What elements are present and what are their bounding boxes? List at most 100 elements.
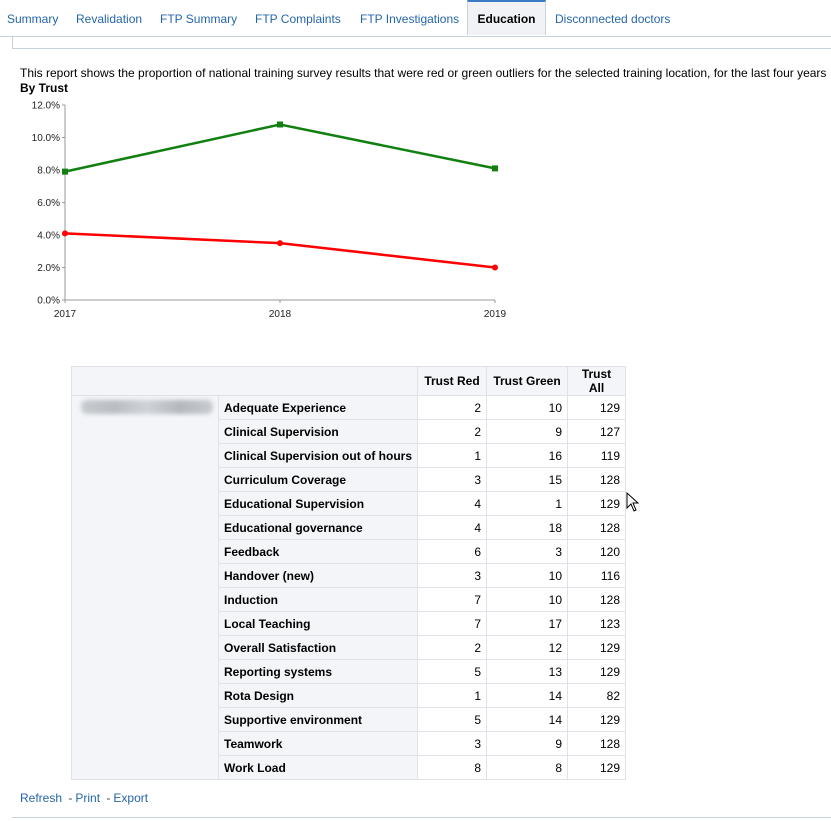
cell-trust-green: 16 (486, 443, 569, 468)
cell-trust-all: 119 (567, 443, 627, 468)
row-label: Rota Design (217, 683, 419, 708)
export-link[interactable]: Export (113, 791, 149, 805)
refresh-link[interactable]: Refresh (20, 791, 63, 805)
cell-trust-green: 12 (486, 635, 569, 660)
cell-trust-green: 17 (486, 611, 569, 636)
cell-trust-all: 123 (567, 611, 627, 636)
cell-trust-red: 2 (417, 635, 488, 660)
report-links: Refresh - Print - Export (20, 791, 148, 805)
table-row: Clinical Supervision out of hours 1 16 119 (72, 443, 627, 468)
tab-ftp-summary[interactable]: FTP Summary (160, 12, 238, 26)
cell-trust-green: 13 (486, 659, 569, 684)
series-0-point (277, 121, 283, 128)
row-label: Induction (217, 587, 419, 612)
cell-trust-green: 15 (486, 467, 569, 492)
table-corner-cell (70, 366, 419, 396)
table-row: Clinical Supervision 2 9 127 (72, 419, 627, 444)
table-row: Local Teaching 7 17 123 (72, 611, 627, 636)
y-tick-label: 8.0% (37, 166, 60, 177)
table-row: Supportive environment 5 14 129 (72, 707, 627, 732)
cell-trust-green: 3 (486, 539, 569, 564)
cell-trust-all: 129 (567, 395, 627, 420)
cell-trust-red: 6 (417, 539, 488, 564)
tab-summary[interactable]: Summary (7, 12, 59, 26)
tab-ftp-complaints[interactable]: FTP Complaints (255, 12, 341, 26)
x-tick-label: 2019 (484, 309, 507, 320)
cell-trust-red: 7 (417, 587, 488, 612)
cell-trust-red: 1 (417, 683, 488, 708)
link-separator: - (106, 791, 111, 805)
cell-trust-red: 2 (417, 419, 488, 444)
mouse-cursor-icon (626, 492, 640, 512)
print-link[interactable]: Print (75, 791, 101, 805)
table-row: Teamwork 3 9 128 (72, 731, 627, 756)
cell-trust-all: 128 (567, 467, 627, 492)
cell-trust-red: 7 (417, 611, 488, 636)
content-border-left (12, 36, 13, 49)
row-label: Handover (new) (217, 563, 419, 588)
cell-trust-red: 4 (417, 515, 488, 540)
cell-trust-green: 14 (486, 707, 569, 732)
outlier-pivot-table: Trust Red Trust Green Trust All Adequate… (70, 366, 627, 780)
y-tick-label: 10.0% (32, 133, 60, 144)
content-border-bottom (12, 817, 831, 818)
table-row: Induction 7 10 128 (72, 587, 627, 612)
cell-trust-green: 1 (486, 491, 569, 516)
trust-name-redacted (71, 395, 219, 780)
cell-trust-all: 129 (567, 707, 627, 732)
tab-disconnected-doctors[interactable]: Disconnected doctors (555, 12, 671, 26)
cell-trust-red: 8 (417, 755, 488, 780)
tab-bar: Summary Revalidation FTP Summary FTP Com… (0, 0, 831, 37)
tab-revalidation[interactable]: Revalidation (76, 12, 143, 26)
row-label: Educational Supervision (217, 491, 419, 516)
row-label: Overall Satisfaction (217, 635, 419, 660)
tab-education[interactable]: Education (467, 0, 546, 35)
cell-trust-all: 82 (567, 683, 627, 708)
cell-trust-red: 4 (417, 491, 488, 516)
row-label: Reporting systems (217, 659, 419, 684)
cell-trust-red: 3 (417, 731, 488, 756)
cell-trust-red: 5 (417, 659, 488, 684)
row-label: Clinical Supervision (217, 419, 419, 444)
cell-trust-red: 3 (417, 563, 488, 588)
cell-trust-all: 129 (567, 491, 627, 516)
column-header-trust-red: Trust Red (417, 366, 488, 396)
row-label: Teamwork (217, 731, 419, 756)
tab-ftp-investigations[interactable]: FTP Investigations (360, 12, 460, 26)
row-label: Adequate Experience (217, 395, 419, 420)
series-1-point (277, 240, 283, 247)
cell-trust-all: 128 (567, 515, 627, 540)
cell-trust-green: 9 (486, 419, 569, 444)
table-row: Work Load 8 8 129 (72, 755, 627, 780)
content-border-top (12, 48, 831, 49)
column-header-trust-green: Trust Green (486, 366, 569, 396)
row-label: Curriculum Coverage (217, 467, 419, 492)
outlier-line-chart: 0.0% 2.0% 4.0% 6.0% 8.0% 10.0% 12.0% 2017 2018 20… (32, 101, 507, 321)
table-row: Educational Supervision 4 1 129 (72, 491, 627, 516)
series-0-point (492, 165, 498, 172)
table-header-row: Trust Red Trust Green Trust All (70, 366, 627, 396)
series-1-point (492, 264, 498, 271)
series-0-point (62, 168, 68, 175)
table-row: Overall Satisfaction 2 12 129 (72, 635, 627, 660)
row-label: Supportive environment (217, 707, 419, 732)
cell-trust-all: 127 (567, 419, 627, 444)
cell-trust-red: 1 (417, 443, 488, 468)
cell-trust-green: 10 (486, 587, 569, 612)
cell-trust-green: 18 (486, 515, 569, 540)
cell-trust-all: 129 (567, 755, 627, 780)
x-tick-label: 2018 (269, 309, 292, 320)
row-label: Feedback (217, 539, 419, 564)
table-row: Reporting systems 5 13 129 (72, 659, 627, 684)
cell-trust-green: 8 (486, 755, 569, 780)
cell-trust-all: 116 (567, 563, 627, 588)
cell-trust-red: 2 (417, 395, 488, 420)
cell-trust-all: 129 (567, 635, 627, 660)
y-tick-label: 12.0% (32, 101, 60, 112)
x-tick-label: 2017 (54, 309, 77, 320)
report-description: This report shows the proportion of nati… (20, 66, 827, 80)
cell-trust-red: 3 (417, 467, 488, 492)
link-separator: - (68, 791, 73, 805)
cell-trust-green: 10 (486, 563, 569, 588)
series-line-1 (64, 232, 496, 269)
